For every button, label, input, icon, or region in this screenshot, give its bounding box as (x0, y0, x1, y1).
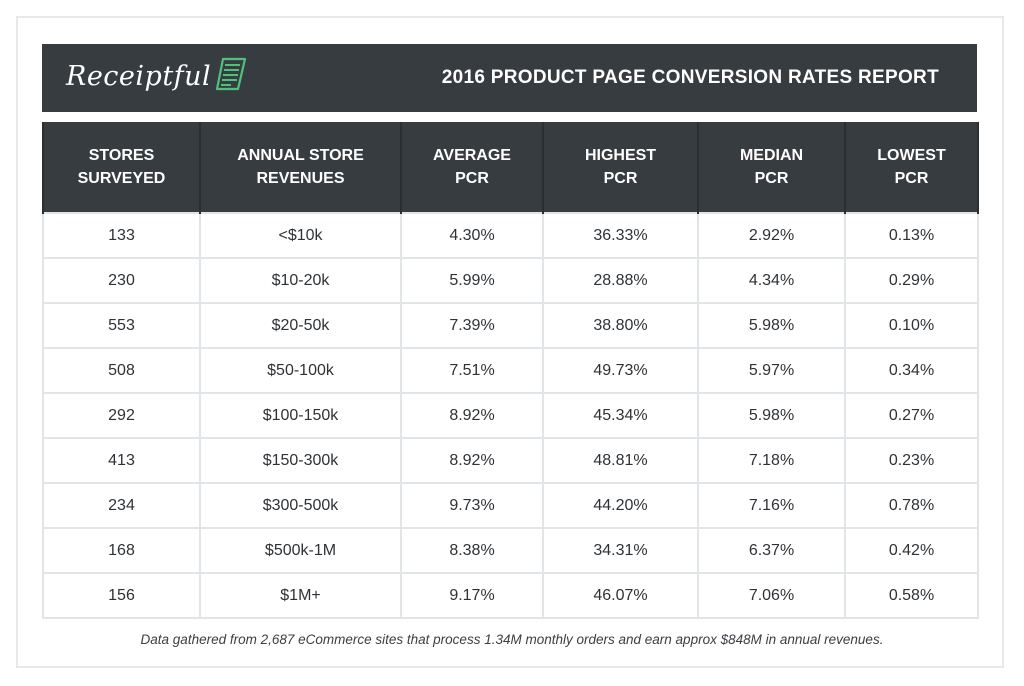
cell-annual-revenue: $500k-1M (199, 527, 402, 574)
cell-annual-revenue: $100-150k (199, 392, 402, 439)
column-header-line: STORES (88, 147, 155, 164)
cell-annual-revenue: $10-20k (199, 257, 402, 304)
column-header-highest-pcr: HIGHEST PCR (542, 122, 699, 213)
conversion-rates-table: STORES SURVEYED ANNUAL STORE REVENUES AV… (42, 122, 979, 619)
cell-stores-surveyed: 508 (42, 347, 201, 394)
column-header-annual-store-revenues: ANNUAL STORE REVENUES (199, 122, 402, 213)
column-header-line: PCR (754, 170, 789, 187)
cell-highest-pcr: 38.80% (542, 302, 699, 349)
column-header-line: PCR (894, 170, 929, 187)
table-row: 234 $300-500k 9.73% 44.20% 7.16% 0.78% (42, 482, 979, 529)
column-header-line: REVENUES (256, 170, 345, 187)
column-header-lowest-pcr: LOWEST PCR (844, 122, 979, 213)
logo-text: Receiptful (66, 61, 212, 92)
report-header-banner: Receiptful 2016 PRODUCT PAGE CONVERSION … (42, 44, 977, 112)
column-header-median-pcr: MEDIAN PCR (697, 122, 846, 213)
column-header-line: ANNUAL STORE (237, 147, 364, 164)
cell-median-pcr: 7.16% (697, 482, 846, 529)
cell-annual-revenue: <$10k (199, 212, 402, 259)
cell-average-pcr: 8.92% (400, 437, 544, 484)
cell-lowest-pcr: 0.29% (844, 257, 979, 304)
table-row: 508 $50-100k 7.51% 49.73% 5.97% 0.34% (42, 347, 979, 394)
cell-lowest-pcr: 0.10% (844, 302, 979, 349)
cell-highest-pcr: 46.07% (542, 572, 699, 619)
column-header-line: MEDIAN (739, 147, 804, 164)
column-header-line: PCR (603, 170, 638, 187)
cell-average-pcr: 8.92% (400, 392, 544, 439)
table-row: 553 $20-50k 7.39% 38.80% 5.98% 0.10% (42, 302, 979, 349)
table-row: 133 <$10k 4.30% 36.33% 2.92% 0.13% (42, 212, 979, 259)
column-header-line: PCR (455, 170, 489, 187)
cell-stores-surveyed: 230 (42, 257, 201, 304)
cell-highest-pcr: 48.81% (542, 437, 699, 484)
cell-highest-pcr: 34.31% (542, 527, 699, 574)
cell-median-pcr: 5.97% (697, 347, 846, 394)
table-row: 156 $1M+ 9.17% 46.07% 7.06% 0.58% (42, 572, 979, 619)
cell-lowest-pcr: 0.58% (844, 572, 979, 619)
cell-average-pcr: 7.39% (400, 302, 544, 349)
column-header-line: LOWEST (877, 147, 946, 164)
table-row: 230 $10-20k 5.99% 28.88% 4.34% 0.29% (42, 257, 979, 304)
table-row: 292 $100-150k 8.92% 45.34% 5.98% 0.27% (42, 392, 979, 439)
cell-annual-revenue: $20-50k (199, 302, 402, 349)
cell-median-pcr: 2.92% (697, 212, 846, 259)
column-header-stores-surveyed: STORES SURVEYED (42, 122, 201, 213)
cell-stores-surveyed: 234 (42, 482, 201, 529)
cell-stores-surveyed: 133 (42, 212, 201, 259)
cell-highest-pcr: 28.88% (542, 257, 699, 304)
column-header-line: HIGHEST (584, 147, 657, 164)
cell-average-pcr: 5.99% (400, 257, 544, 304)
cell-annual-revenue: $300-500k (199, 482, 402, 529)
cell-average-pcr: 4.30% (400, 212, 544, 259)
cell-annual-revenue: $150-300k (199, 437, 402, 484)
cell-highest-pcr: 49.73% (542, 347, 699, 394)
cell-median-pcr: 5.98% (697, 302, 846, 349)
column-header-line: AVERAGE (433, 147, 511, 164)
cell-lowest-pcr: 0.27% (844, 392, 979, 439)
cell-annual-revenue: $50-100k (199, 347, 402, 394)
table-row: 168 $500k-1M 8.38% 34.31% 6.37% 0.42% (42, 527, 979, 574)
report-title: 2016 PRODUCT PAGE CONVERSION RATES REPOR… (441, 67, 939, 88)
column-header-average-pcr: AVERAGE PCR (400, 122, 544, 213)
table-row: 413 $150-300k 8.92% 48.81% 7.18% 0.23% (42, 437, 979, 484)
cell-stores-surveyed: 553 (42, 302, 201, 349)
cell-lowest-pcr: 0.23% (844, 437, 979, 484)
cell-stores-surveyed: 292 (42, 392, 201, 439)
cell-lowest-pcr: 0.42% (844, 527, 979, 574)
table-body: 133 <$10k 4.30% 36.33% 2.92% 0.13% 230 $… (42, 212, 979, 619)
cell-median-pcr: 7.06% (697, 572, 846, 619)
data-source-footnote: Data gathered from 2,687 eCommerce sites… (140, 632, 884, 647)
cell-lowest-pcr: 0.34% (844, 347, 979, 394)
column-header-line: SURVEYED (77, 170, 166, 187)
cell-average-pcr: 8.38% (400, 527, 544, 574)
cell-highest-pcr: 45.34% (542, 392, 699, 439)
cell-stores-surveyed: 413 (42, 437, 201, 484)
cell-average-pcr: 9.17% (400, 572, 544, 619)
cell-median-pcr: 7.18% (697, 437, 846, 484)
cell-average-pcr: 9.73% (400, 482, 544, 529)
receipt-icon (214, 56, 248, 97)
cell-highest-pcr: 44.20% (542, 482, 699, 529)
cell-median-pcr: 4.34% (697, 257, 846, 304)
receiptful-logo: Receiptful (66, 56, 248, 97)
cell-average-pcr: 7.51% (400, 347, 544, 394)
cell-median-pcr: 6.37% (697, 527, 846, 574)
cell-lowest-pcr: 0.78% (844, 482, 979, 529)
cell-median-pcr: 5.98% (697, 392, 846, 439)
cell-lowest-pcr: 0.13% (844, 212, 979, 259)
cell-annual-revenue: $1M+ (199, 572, 402, 619)
cell-stores-surveyed: 168 (42, 527, 201, 574)
cell-highest-pcr: 36.33% (542, 212, 699, 259)
table-header-row: STORES SURVEYED ANNUAL STORE REVENUES AV… (42, 122, 979, 213)
cell-stores-surveyed: 156 (42, 572, 201, 619)
